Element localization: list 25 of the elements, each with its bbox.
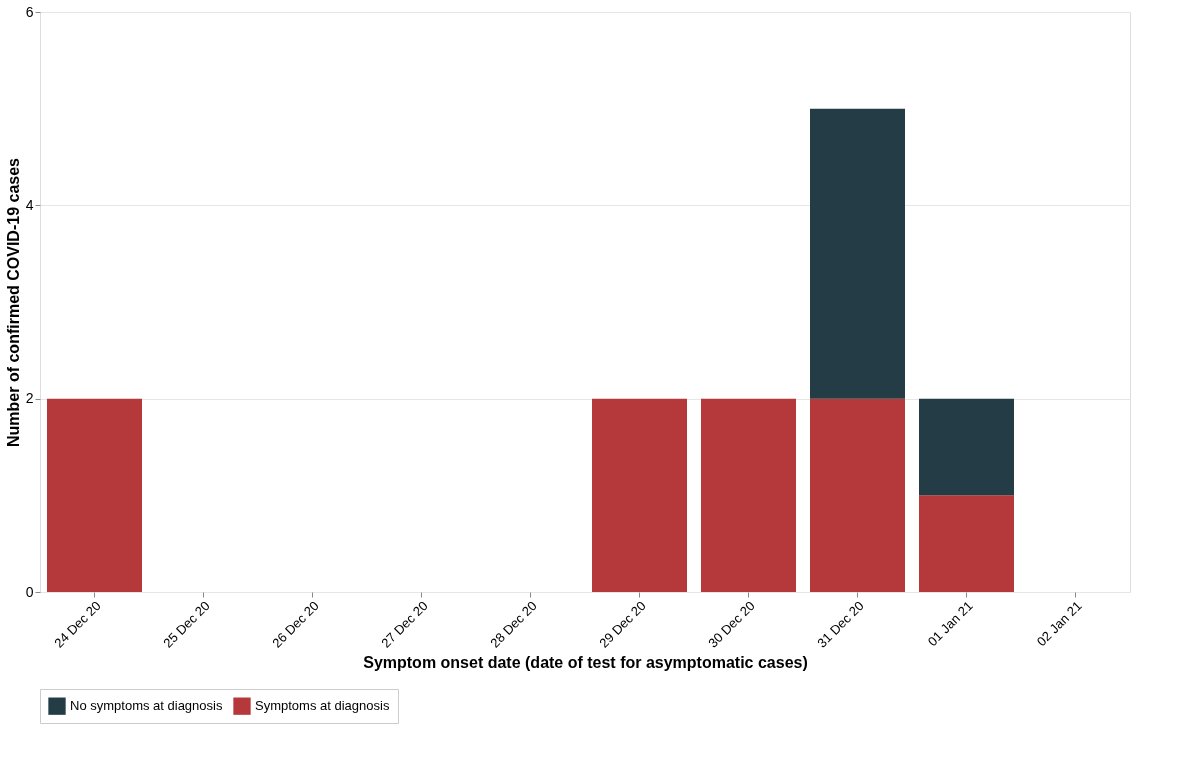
x-tick-label: 27 Dec 20 <box>378 598 431 651</box>
bar <box>701 398 796 592</box>
y-tick-label: 2 <box>25 390 34 407</box>
x-tick-label: 26 Dec 20 <box>269 598 322 651</box>
x-tick-label: 31 Dec 20 <box>814 598 867 651</box>
x-tick-label: 02 Jan 21 <box>1033 598 1085 650</box>
bar <box>47 398 142 592</box>
bar <box>810 108 905 399</box>
x-axis-title: Symptom onset date (date of test for asymptomatic cases) <box>363 653 808 671</box>
y-tick-label: 6 <box>25 3 34 20</box>
legend-label: Symptoms at diagnosis <box>255 698 390 714</box>
x-tick-label: 24 Dec 20 <box>51 598 104 651</box>
bar <box>592 398 687 592</box>
x-tick-label: 28 Dec 20 <box>487 598 540 651</box>
y-axis-title: Number of confirmed COVID-19 cases <box>4 157 22 447</box>
bar <box>919 495 1014 592</box>
bar <box>919 398 1014 496</box>
y-tick-label: 0 <box>25 583 34 600</box>
y-tick-label: 4 <box>25 196 34 213</box>
x-tick-label: 01 Jan 21 <box>924 598 976 650</box>
x-tick-label: 25 Dec 20 <box>160 598 213 651</box>
x-tick-label: 30 Dec 20 <box>705 598 758 651</box>
x-tick-label: 29 Dec 20 <box>596 598 649 651</box>
bar <box>810 398 905 592</box>
legend-label: No symptoms at diagnosis <box>70 698 223 714</box>
